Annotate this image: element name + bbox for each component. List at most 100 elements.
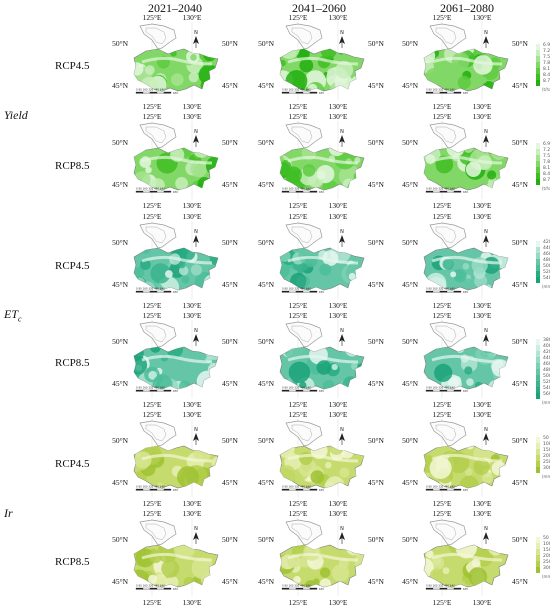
northern-region-outline [139, 23, 177, 50]
latitude-label-right-top: 50°N [512, 138, 528, 147]
legend-swatch [536, 50, 540, 56]
north-arrow-icon: N [193, 129, 199, 147]
province-map-svg: N 0 80 160 320 480 640 KM 125°E 130°E 125°E 13… [402, 112, 528, 210]
northern-region-outline [139, 321, 177, 348]
latitude-label-right-top: 50°N [368, 138, 384, 147]
province-map: N 0 80 160 320 480 640 KM 125°E 130°E 125°E 13… [258, 509, 384, 606]
north-arrow-icon: N [483, 427, 489, 445]
province-map-svg: N 0 80 160 320 480 640 KM 125°E 130°E 125°E 13… [258, 13, 384, 111]
scale-bar-unit: KM [173, 389, 178, 393]
longitude-label-bottom-right: 130°E [329, 499, 348, 508]
northern-region-outline [429, 321, 467, 348]
latitude-label-left-top: 50°N [258, 238, 274, 247]
latitude-label-right-bottom: 45°N [368, 81, 384, 90]
scale-bar-ticks: 0 80 160 320 480 640 [282, 584, 311, 588]
latitude-label-right-top: 50°N [368, 238, 384, 247]
variable-label-ir: Ir [4, 506, 13, 520]
legend-label: 250 [543, 460, 550, 465]
latitude-label-right-bottom: 45°N [512, 81, 528, 90]
latitude-label-right-bottom: 45°N [368, 577, 384, 586]
province-map-svg: N 0 80 160 320 480 640 KM 125°E 130°E 125°E 13… [402, 212, 528, 310]
scale-bar: 0 80 160 320 480 640 KM [281, 88, 324, 95]
variable-label-etc: ETc [4, 307, 22, 324]
scale-bar-ticks: 0 80 160 320 480 640 [426, 485, 455, 489]
latitude-label-left-bottom: 45°N [258, 379, 274, 388]
longitude-label-top-left: 125°E [433, 112, 452, 121]
longitude-label-bottom-left: 125°E [433, 400, 452, 409]
latitude-label-right-bottom: 45°N [222, 577, 238, 586]
scale-bar-unit: KM [173, 488, 178, 492]
legend-swatch [536, 543, 540, 549]
province-map: N 0 80 160 320 480 640 KM 125°E 130°E 125°E 13… [258, 112, 384, 210]
longitude-label-bottom-left: 125°E [433, 499, 452, 508]
legend-label: 50 [543, 536, 549, 541]
longitude-label-top-right: 130°E [329, 13, 348, 22]
province-map-svg: N 0 80 160 320 480 640 KM 125°E 130°E 125°E 13… [112, 13, 238, 111]
province-map-svg: N 0 80 160 320 480 640 KM 125°E 130°E 125°E 13… [112, 112, 238, 210]
northern-region-outline [429, 420, 467, 447]
legend-label: 8.1 [543, 67, 550, 72]
latitude-label-left-top: 50°N [258, 436, 274, 445]
legend-label: 200 [543, 454, 550, 459]
latitude-label-right-bottom: 45°N [512, 379, 528, 388]
scale-bar: 0 80 160 320 480 640 KM [135, 187, 178, 194]
legend-label: 7.8 [543, 160, 550, 165]
scale-bar-unit: KM [463, 190, 468, 194]
longitude-label-top-right: 130°E [183, 13, 202, 22]
scale-bar: 0 80 160 320 480 640 KM [281, 584, 324, 591]
northern-region-boundary [145, 523, 167, 541]
longitude-label-bottom-right: 130°E [329, 301, 348, 310]
northern-region-boundary [435, 523, 457, 541]
scale-bar-ticks: 0 80 160 320 480 640 [136, 287, 165, 291]
latitude-label-left-bottom: 45°N [402, 379, 418, 388]
province-map-svg: N 0 80 160 320 480 640 KM 125°E 130°E 125°E 13… [402, 410, 528, 508]
longitude-label-bottom-right: 130°E [473, 400, 492, 409]
legend-label: 100 [543, 442, 550, 447]
longitude-label-top-right: 130°E [473, 311, 492, 320]
scale-bar: 0 80 160 320 480 640 KM [281, 485, 324, 492]
legend-label: 7.8 [543, 61, 550, 66]
north-label: N [340, 229, 344, 235]
scale-bar-unit: KM [463, 91, 468, 95]
north-label: N [484, 328, 488, 334]
longitude-label-top-right: 130°E [473, 112, 492, 121]
longitude-label-top-left: 125°E [433, 311, 452, 320]
legend-label: 440 [543, 356, 550, 361]
latitude-label-left-bottom: 45°N [402, 81, 418, 90]
legend-label: 540 [543, 386, 550, 391]
legend-label: 520 [543, 270, 550, 275]
legend-swatch [536, 68, 540, 74]
north-label: N [340, 328, 344, 334]
north-arrow-icon: N [483, 30, 489, 48]
legend-swatch [536, 437, 540, 443]
longitude-label-bottom-right: 130°E [329, 201, 348, 210]
scale-bar: 0 80 160 320 480 640 KM [425, 386, 468, 393]
province-map: N 0 80 160 320 480 640 KM 125°E 130°E 125°E 13… [258, 13, 384, 111]
province-map-svg: N 0 80 160 320 480 640 KM 125°E 130°E 125°E 13… [258, 112, 384, 210]
northern-region-boundary [435, 424, 457, 442]
longitude-label-top-left: 125°E [143, 13, 162, 22]
legend-swatch [536, 339, 540, 345]
legend-swatch [536, 155, 540, 161]
latitude-label-right-bottom: 45°N [368, 280, 384, 289]
north-label: N [194, 129, 198, 135]
northern-region-boundary [291, 126, 313, 144]
province-map: N 0 80 160 320 480 640 KM 125°E 130°E 125°E 13… [402, 112, 528, 210]
legend-unit: (mm) [542, 400, 550, 405]
scale-bar-unit: KM [173, 91, 178, 95]
scenario-label: RCP8.5 [55, 160, 90, 172]
longitude-label-top-right: 130°E [183, 410, 202, 419]
north-label: N [194, 30, 198, 36]
legend-label: 8.7 [543, 79, 550, 84]
legend-unit: (t/ha) [542, 186, 550, 191]
latitude-label-left-top: 50°N [402, 436, 418, 445]
northern-region-boundary [145, 27, 167, 45]
legend-label: 100 [543, 542, 550, 547]
latitude-label-left-top: 50°N [112, 535, 128, 544]
scale-bar-ticks: 0 80 160 320 480 640 [426, 187, 455, 191]
longitude-label-top-left: 125°E [433, 212, 452, 221]
legend-swatch [536, 351, 540, 357]
scale-bar: 0 80 160 320 480 640 KM [281, 187, 324, 194]
latitude-label-right-top: 50°N [368, 436, 384, 445]
latitude-label-right-top: 50°N [512, 436, 528, 445]
